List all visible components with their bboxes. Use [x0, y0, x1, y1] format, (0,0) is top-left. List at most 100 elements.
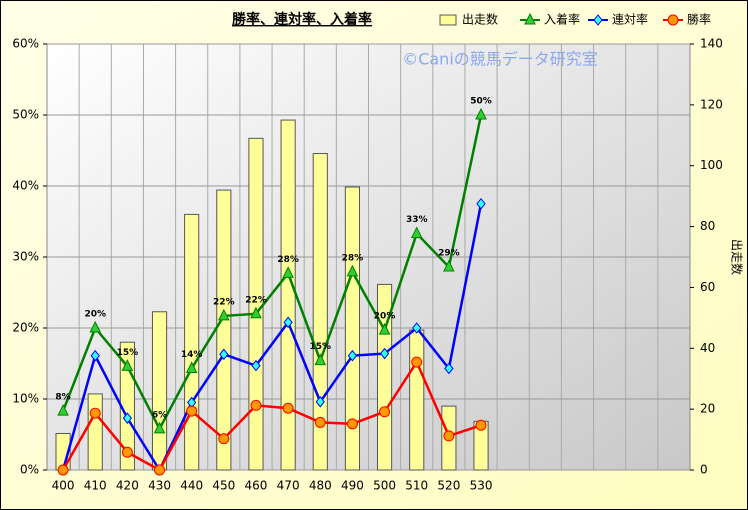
- marker: [89, 407, 101, 419]
- legend-label: 入着率: [544, 12, 580, 27]
- data-label: 8%: [55, 393, 70, 403]
- data-label: 28%: [342, 253, 364, 263]
- legend-label: 出走数: [462, 12, 498, 27]
- marker: [282, 266, 294, 278]
- lines: 8% 20% 15% 6% 14% 22% 22% 28% 15% 28% 20% 33% 29% 50%: [55, 97, 492, 476]
- marker: [250, 399, 262, 411]
- bar: [87, 393, 103, 471]
- grid: [47, 43, 690, 471]
- chart-title: 勝率、連対率、入着率: [232, 11, 372, 28]
- marker: [667, 14, 679, 26]
- y2-tick-label: 20: [700, 402, 715, 416]
- marker: [90, 349, 100, 362]
- marker: [346, 418, 358, 430]
- x-tick-label: 520: [437, 479, 460, 493]
- marker: [410, 226, 423, 239]
- y-tick-label: 40%: [12, 179, 39, 193]
- data-label: 22%: [245, 295, 267, 305]
- data-label: 20%: [84, 310, 106, 320]
- x-tick-label: 510: [405, 479, 428, 493]
- marker: [282, 402, 294, 414]
- x-tick-label: 420: [116, 479, 139, 493]
- bar: [344, 186, 360, 471]
- y2-tick-label: 60: [700, 280, 715, 294]
- data-label: 20%: [374, 312, 396, 322]
- marker: [218, 308, 230, 321]
- y2-tick-label: 100: [700, 158, 723, 172]
- marker: [186, 405, 198, 417]
- x-tick-label: 430: [148, 479, 171, 493]
- marker: [283, 316, 293, 329]
- bar: [151, 311, 168, 471]
- marker: [185, 361, 198, 373]
- marker: [475, 419, 487, 431]
- legend-label: 連対率: [612, 12, 648, 27]
- x-tick-label: 490: [341, 479, 364, 493]
- x-tick-label: 410: [84, 479, 107, 493]
- marker: [57, 403, 69, 416]
- y2-tick-label: 0: [700, 463, 708, 477]
- x-tick-label: 460: [245, 479, 268, 493]
- watermark: ©Caniの競馬データ研究室: [402, 50, 598, 69]
- marker: [314, 353, 327, 366]
- marker: [122, 412, 133, 424]
- y-tick-label: 50%: [12, 108, 39, 122]
- data-label: 22%: [213, 297, 235, 307]
- data-label: 14%: [181, 350, 203, 360]
- y-tick-label: 60%: [12, 37, 39, 51]
- data-label: 15%: [310, 342, 332, 352]
- y-tick-label: 10%: [12, 392, 39, 406]
- y2-tick-label: 140: [700, 37, 723, 51]
- x-tick-label: 530: [470, 479, 493, 493]
- marker: [154, 464, 166, 476]
- marker: [314, 416, 326, 428]
- marker: [347, 349, 358, 362]
- legend: 出走数 入着率 連対率 勝率: [439, 12, 711, 27]
- marker: [443, 430, 455, 442]
- x-tick-label: 500: [373, 479, 396, 493]
- y2-tick-label: 120: [700, 97, 723, 111]
- marker: [476, 197, 486, 210]
- bar: [184, 213, 200, 471]
- legend-swatch: [439, 14, 457, 26]
- marker: [444, 362, 454, 375]
- marker: [378, 323, 391, 335]
- marker: [412, 322, 422, 334]
- data-label: 50%: [470, 97, 492, 107]
- data-label: 28%: [277, 255, 299, 265]
- data-label: 33%: [406, 215, 428, 225]
- x-tick-label: 470: [277, 479, 300, 493]
- legend-label: 勝率: [687, 12, 711, 27]
- marker: [379, 406, 391, 418]
- data-label: 15%: [117, 348, 139, 358]
- x-tick-label: 480: [309, 479, 332, 493]
- x-tick-label: 450: [212, 479, 235, 493]
- data-label: 29%: [438, 248, 460, 258]
- marker: [121, 359, 134, 371]
- marker: [475, 107, 487, 120]
- data-label: 6%: [152, 410, 167, 420]
- x-tick-label: 400: [52, 479, 75, 493]
- marker: [593, 14, 603, 26]
- y-tick-label: 20%: [12, 321, 39, 335]
- marker: [121, 446, 133, 458]
- y2-tick-label: 80: [700, 219, 715, 233]
- bar: [280, 119, 296, 471]
- marker: [346, 264, 359, 277]
- y2-axis-label: 出走数: [730, 239, 745, 275]
- marker: [524, 12, 536, 25]
- marker: [57, 464, 69, 476]
- marker: [218, 433, 230, 445]
- marker: [89, 320, 102, 333]
- bar: [216, 189, 232, 471]
- y2-tick-label: 40: [700, 341, 715, 355]
- line: [61, 114, 483, 432]
- bar: [409, 329, 425, 471]
- marker: [250, 306, 262, 319]
- y-tick-label: 0%: [20, 463, 39, 477]
- line: [61, 359, 482, 472]
- marker: [411, 356, 423, 368]
- y-tick-label: 30%: [12, 250, 39, 264]
- marker: [251, 359, 261, 372]
